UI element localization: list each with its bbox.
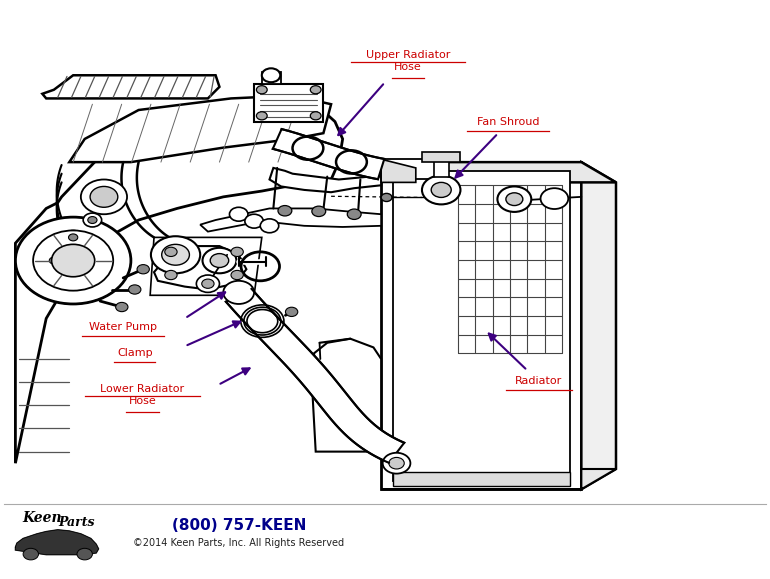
Text: Radiator: Radiator — [515, 376, 563, 386]
Circle shape — [541, 188, 568, 209]
Polygon shape — [262, 72, 281, 84]
Text: Keen: Keen — [22, 511, 62, 525]
Polygon shape — [154, 246, 246, 290]
Bar — [254, 84, 323, 122]
Bar — [381, 159, 435, 179]
Polygon shape — [200, 208, 381, 232]
Polygon shape — [381, 162, 616, 182]
Circle shape — [81, 179, 127, 214]
Circle shape — [278, 206, 292, 216]
Circle shape — [310, 112, 321, 120]
Polygon shape — [15, 530, 99, 555]
Circle shape — [137, 265, 149, 274]
Text: Clamp: Clamp — [117, 348, 152, 358]
Text: (800) 757-KEEN: (800) 757-KEEN — [172, 518, 306, 533]
Circle shape — [116, 302, 128, 312]
Circle shape — [231, 247, 243, 256]
Circle shape — [151, 236, 200, 273]
Text: Parts: Parts — [59, 516, 95, 529]
Circle shape — [88, 217, 97, 223]
Circle shape — [165, 247, 177, 256]
Polygon shape — [226, 289, 404, 463]
Circle shape — [210, 254, 229, 267]
Text: Upper Radiator
Hose: Upper Radiator Hose — [366, 50, 450, 72]
Polygon shape — [581, 162, 616, 489]
Circle shape — [49, 257, 59, 264]
Circle shape — [381, 193, 392, 201]
Polygon shape — [270, 168, 381, 192]
Circle shape — [256, 86, 267, 94]
Polygon shape — [42, 75, 219, 98]
Circle shape — [90, 186, 118, 207]
Bar — [422, 152, 460, 162]
Circle shape — [245, 214, 263, 228]
Circle shape — [286, 307, 298, 317]
Circle shape — [310, 86, 321, 94]
Circle shape — [64, 230, 82, 244]
Circle shape — [52, 244, 95, 277]
Circle shape — [506, 193, 523, 206]
Circle shape — [229, 207, 248, 221]
Circle shape — [262, 68, 280, 82]
Text: Fan Shroud: Fan Shroud — [477, 116, 540, 127]
Circle shape — [231, 270, 243, 280]
Polygon shape — [381, 469, 616, 489]
Circle shape — [33, 230, 113, 291]
Bar — [393, 171, 570, 481]
Circle shape — [431, 182, 451, 197]
Circle shape — [162, 244, 189, 265]
Circle shape — [260, 219, 279, 233]
Circle shape — [389, 457, 404, 469]
Polygon shape — [273, 129, 384, 179]
Circle shape — [203, 248, 236, 273]
Bar — [393, 472, 570, 486]
Circle shape — [15, 217, 131, 304]
Circle shape — [497, 186, 531, 212]
Circle shape — [347, 209, 361, 219]
Polygon shape — [312, 339, 381, 452]
Text: Water Pump: Water Pump — [89, 322, 157, 332]
Circle shape — [383, 453, 410, 474]
Circle shape — [45, 254, 63, 267]
Polygon shape — [69, 96, 331, 162]
Circle shape — [312, 206, 326, 217]
Polygon shape — [15, 98, 343, 463]
Circle shape — [129, 285, 141, 294]
Circle shape — [77, 548, 92, 560]
Circle shape — [422, 175, 460, 204]
Circle shape — [223, 281, 254, 304]
Bar — [434, 160, 449, 177]
Polygon shape — [381, 159, 416, 182]
Text: ©2014 Keen Parts, Inc. All Rights Reserved: ©2014 Keen Parts, Inc. All Rights Reserv… — [133, 537, 344, 548]
Circle shape — [69, 234, 78, 241]
Circle shape — [165, 270, 177, 280]
Circle shape — [202, 279, 214, 288]
Circle shape — [23, 548, 38, 560]
Circle shape — [196, 275, 219, 292]
Text: Lower Radiator
Hose: Lower Radiator Hose — [100, 384, 185, 406]
Circle shape — [83, 213, 102, 227]
Polygon shape — [381, 162, 581, 489]
Circle shape — [256, 112, 267, 120]
